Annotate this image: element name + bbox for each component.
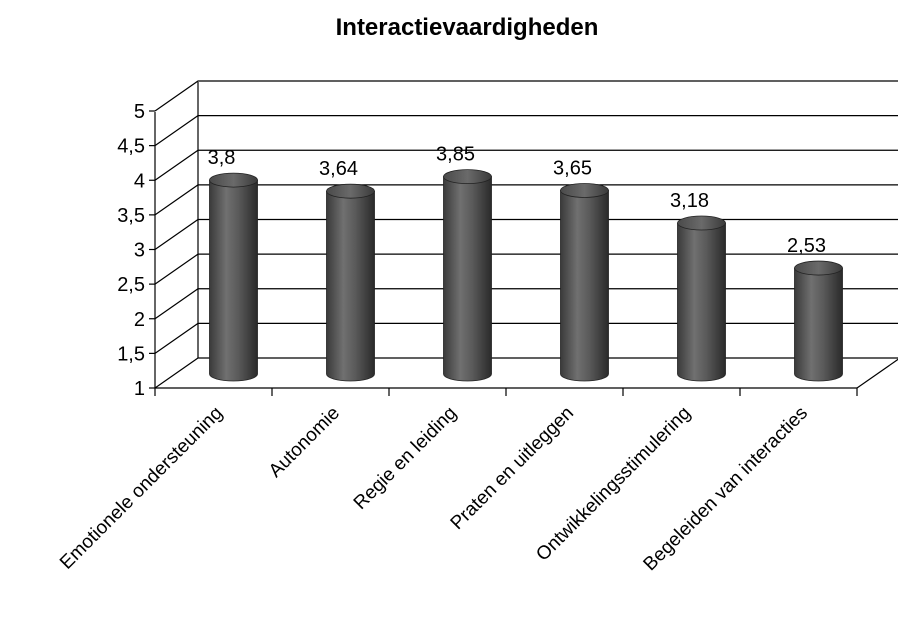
gridline (154, 253, 898, 285)
data-label: 2,53 (787, 235, 826, 257)
gridline (154, 218, 898, 250)
bar-body (209, 179, 258, 382)
y-tick-label: 3,5 (117, 205, 145, 227)
gridline (154, 357, 898, 389)
category-label: Autonomie (265, 403, 344, 482)
category-label: Regie en leiding (350, 403, 461, 514)
data-label: 3,85 (436, 144, 475, 166)
bar-cap (560, 183, 609, 198)
bar (209, 172, 258, 382)
category-labels: Emotionele ondersteuning Autonomie Regie e… (56, 403, 812, 575)
bar-body (326, 190, 375, 382)
category-label: Praten en uitleggen (447, 403, 578, 534)
bar-cap (326, 183, 375, 199)
gridline (154, 80, 898, 112)
gridline (154, 288, 898, 320)
y-tick-label: 3 (134, 240, 145, 262)
bar (560, 183, 609, 382)
floor-right-edge (856, 358, 898, 389)
bar (677, 215, 726, 382)
bar-cap (677, 215, 726, 231)
gridline (154, 115, 898, 147)
bars (209, 169, 843, 382)
data-label: 3,65 (553, 157, 592, 179)
y-tick-label: 2 (134, 309, 145, 331)
data-label: 3,64 (319, 158, 358, 180)
gridline (154, 322, 898, 354)
bar-cap (443, 169, 492, 185)
category-label: Emotionele ondersteuning (56, 403, 227, 574)
data-labels: 3,8 3,64 3,85 3,65 3,18 2,53 (208, 144, 826, 257)
y-tick-label: 1,5 (117, 343, 145, 365)
bar-body (443, 176, 492, 382)
bar (326, 183, 375, 382)
bar-body (677, 222, 726, 382)
y-tick-label: 4 (134, 170, 145, 192)
bar-cap (794, 260, 843, 276)
bar-body (794, 267, 843, 382)
data-label: 3,18 (670, 190, 709, 212)
y-tick-label: 1 (134, 378, 145, 400)
gridline (154, 184, 898, 216)
gridlines (154, 80, 898, 389)
gridline (154, 149, 898, 181)
y-tick-label: 5 (134, 101, 145, 123)
bar-body (560, 190, 609, 382)
y-tick-label: 4,5 (117, 136, 145, 158)
bar (443, 169, 492, 382)
bar (794, 260, 843, 382)
bar-cap (209, 172, 258, 188)
y-tick-label: 2,5 (117, 274, 145, 296)
chart-title: Interactievaardigheden (336, 14, 599, 41)
data-label: 3,8 (208, 147, 236, 169)
x-axis (154, 388, 858, 396)
y-axis-ticks: 1 1,5 2 2,5 3 3,5 4 4,5 5 (117, 101, 155, 400)
